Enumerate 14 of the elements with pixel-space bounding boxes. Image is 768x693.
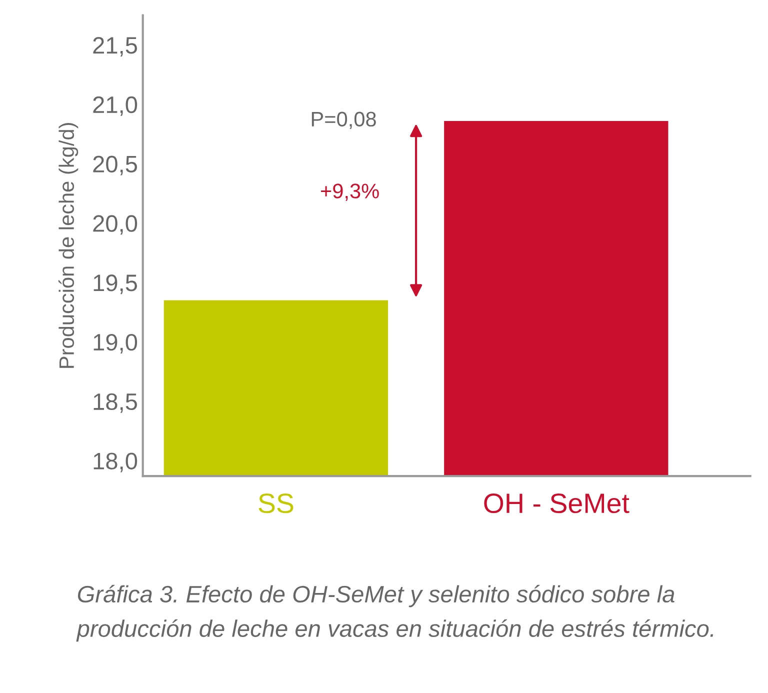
- y-tick-label: 21,5: [93, 37, 137, 57]
- y-tick-label: 18,0: [94, 452, 138, 472]
- y-tick-label: 18,5: [94, 393, 137, 413]
- text: Gráfica 3. Efecto de OH-SeMet y selenito sódico sobre la producción de leche en vacas en situación de estrés térmico.: [76, 584, 714, 642]
- y-tick-label: 20,0: [93, 215, 138, 235]
- y-tick-label: 20,5: [93, 156, 137, 176]
- y-tick-label: 19,0: [94, 334, 138, 354]
- y-tick-label: 19,5: [94, 274, 137, 294]
- annotation: +9,3%: [320, 184, 379, 201]
- x-tick-label: SS: [258, 493, 294, 514]
- annotation: P=0,08: [312, 112, 376, 130]
- x-tick-label: OH - SeMet: [484, 493, 630, 514]
- y-tick-label: 21,0: [93, 96, 138, 116]
- y-axis-title: Producción de leche (kg/d): [58, 123, 78, 368]
